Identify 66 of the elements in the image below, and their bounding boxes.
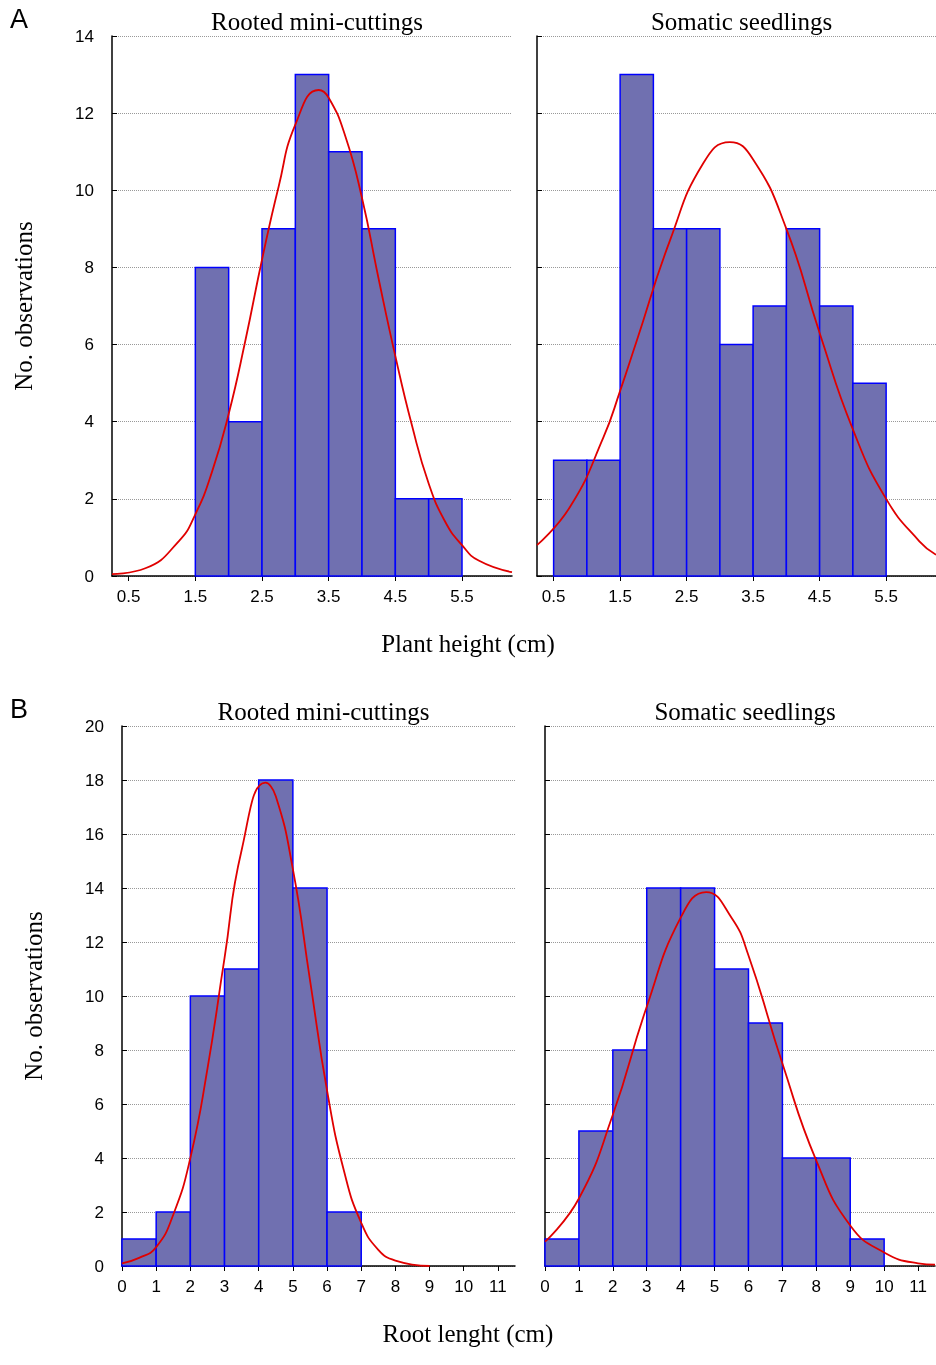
chart-title: Somatic seedlings: [654, 698, 836, 725]
x-tick-label: 6: [743, 1277, 754, 1296]
x-tick-label: 0: [117, 1277, 127, 1296]
x-tick-label: 4.5: [807, 587, 832, 606]
chart-title: Rooted mini-cuttings: [217, 698, 430, 725]
x-axis-title: Root lenght (cm): [381, 1320, 555, 1348]
x-tick-label: 11: [489, 1277, 507, 1296]
x-tick-label: 7: [356, 1277, 366, 1296]
x-tick-label: 6: [322, 1277, 332, 1296]
x-tick-label: 2: [608, 1277, 618, 1296]
y-tick-label: 2: [84, 489, 94, 509]
line-series: [121, 781, 431, 1267]
y-tick-label: 4: [84, 412, 94, 432]
y-tick-label: 12: [85, 932, 104, 952]
y-tick-label: 8: [94, 1040, 104, 1060]
x-tick-label: 2.5: [674, 587, 699, 606]
x-tick-label: 3: [219, 1277, 230, 1296]
y-tick-label: 0: [84, 566, 94, 586]
x-tick-label: 9: [424, 1277, 435, 1296]
x-tick-label: 5: [288, 1277, 298, 1296]
y-tick-label: 10: [75, 180, 94, 200]
x-tick-label: 3.5: [316, 587, 341, 606]
x-tick-label: 3.5: [741, 587, 765, 606]
x-tick-label: 4: [675, 1277, 686, 1296]
y-tick-label: 4: [94, 1148, 104, 1168]
x-tick-label: 9: [845, 1277, 855, 1296]
text: A: [10, 4, 29, 35]
y-tick-label: 0: [94, 1256, 104, 1276]
chart-title: Rooted mini-cuttings: [211, 8, 423, 35]
y-tick-label: 14: [85, 878, 104, 898]
x-tick-label: 2: [185, 1277, 196, 1296]
x-tick-label: 0: [540, 1277, 550, 1296]
x-tick-label: 8: [390, 1277, 401, 1296]
x-tick-label: 10: [874, 1277, 894, 1296]
x-tick-label: 0.5: [116, 587, 141, 606]
y-tick-label: 6: [94, 1094, 104, 1114]
x-tick-label: 0.5: [541, 587, 566, 606]
x-tick-label: 1: [151, 1277, 161, 1296]
y-tick-label: 14: [75, 26, 94, 46]
text: B: [10, 694, 29, 725]
x-tick-label: 1.5: [183, 587, 208, 606]
x-tick-label: 2.5: [250, 587, 274, 606]
x-tick-label: 5: [709, 1277, 720, 1296]
y-tick-label: 10: [85, 986, 104, 1006]
x-tick-label: 11: [909, 1277, 927, 1296]
x-tick-label: 1: [574, 1277, 584, 1296]
y-tick-label: 16: [85, 824, 104, 844]
x-tick-label: 3: [642, 1277, 652, 1296]
y-tick-label: 2: [94, 1202, 104, 1222]
y-tick-label: 20: [85, 716, 104, 736]
y-axis-title: No. observations: [10, 221, 37, 391]
x-tick-label: 4: [253, 1277, 264, 1296]
x-tick-label: 5.5: [874, 587, 898, 606]
y-tick-label: 18: [85, 770, 104, 790]
y-tick-label: 6: [84, 335, 94, 355]
y-tick-label: 8: [84, 257, 94, 277]
x-tick-label: 10: [454, 1277, 474, 1296]
y-tick-label: 12: [75, 103, 94, 123]
x-tick-label: 7: [777, 1277, 788, 1296]
x-tick-label: 1.5: [608, 587, 632, 606]
x-tick-label: 4.5: [383, 587, 408, 606]
chart-title: Somatic seedlings: [650, 8, 833, 35]
y-axis-title: No. observations: [20, 911, 47, 1081]
x-tick-label: 8: [811, 1277, 822, 1296]
x-tick-label: 5.5: [450, 587, 474, 606]
x-axis-title: Plant height (cm): [380, 630, 556, 658]
